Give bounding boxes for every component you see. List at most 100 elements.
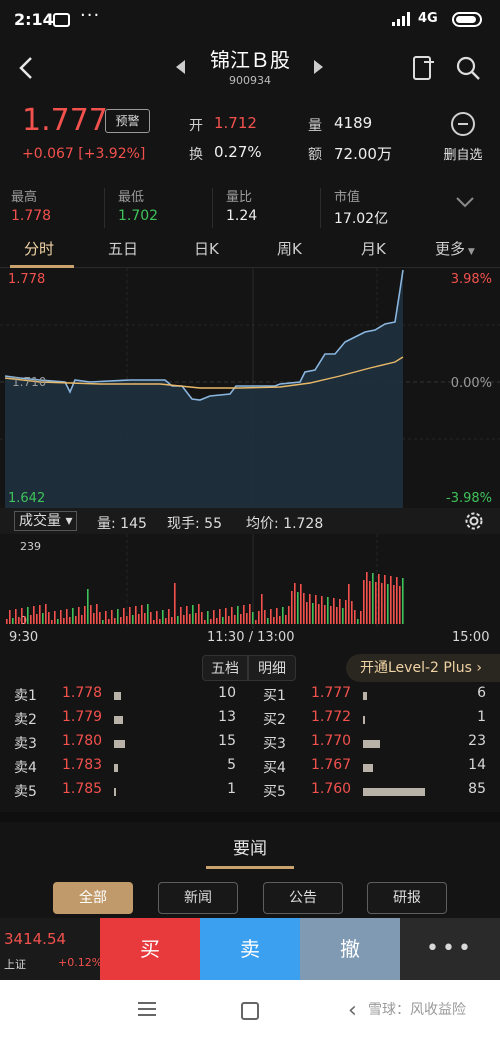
intraday-chart[interactable]: 1.778 1.642 1.710 3.98% 0.00% -3.98% xyxy=(0,268,500,508)
nav-back-icon[interactable]: ‹ xyxy=(348,998,357,1023)
message-icon xyxy=(53,13,70,27)
volume-bar xyxy=(354,610,356,624)
volume-value: 量: 145 xyxy=(97,516,147,532)
filter-research[interactable]: 研报 xyxy=(367,882,447,914)
network-type: 4G xyxy=(418,11,438,26)
sell-label: 卖1 xyxy=(14,688,37,704)
buy-price: 1.767 xyxy=(311,757,352,773)
tab-five-day[interactable]: 五日 xyxy=(108,240,139,258)
volume-bar xyxy=(189,614,191,624)
volume-bar xyxy=(150,612,152,624)
volume-bar xyxy=(291,591,293,624)
volume-bar xyxy=(399,586,401,624)
volume-bar xyxy=(69,617,71,624)
volume-bar xyxy=(105,611,107,624)
volume-bar xyxy=(273,617,275,624)
buy-price: 1.760 xyxy=(311,781,352,797)
filter-all[interactable]: 全部 xyxy=(53,882,133,914)
signal-icon xyxy=(392,12,410,26)
recent-apps-icon[interactable] xyxy=(138,1002,156,1020)
sell-label: 卖2 xyxy=(14,712,37,728)
chart-high-label: 1.778 xyxy=(8,272,45,287)
volume-bar xyxy=(294,583,296,624)
next-stock-icon[interactable] xyxy=(313,60,323,74)
volume-bar xyxy=(111,610,113,624)
search-icon[interactable] xyxy=(454,54,482,82)
volume-label: 量 xyxy=(308,118,322,134)
level2-upgrade-button[interactable]: 开通Level-2 Plus › xyxy=(346,654,500,682)
buy-price: 1.772 xyxy=(311,709,352,725)
status-more: ··· xyxy=(80,5,101,26)
volume-bar xyxy=(21,608,23,624)
volume-bar xyxy=(180,607,182,624)
volume-bar xyxy=(225,608,227,624)
volume-bar xyxy=(174,583,176,624)
sell-price: 1.785 xyxy=(62,781,103,797)
volume-bar xyxy=(165,618,167,624)
buy-label: 买4 xyxy=(263,760,286,776)
avg-price: 均价: 1.728 xyxy=(246,516,324,532)
sell-button[interactable]: 卖 xyxy=(200,918,300,980)
volume-bar xyxy=(18,617,20,624)
more-button[interactable]: ••• xyxy=(400,918,500,980)
tab-weekly-k[interactable]: 周K xyxy=(277,240,302,258)
chevron-down-icon[interactable] xyxy=(455,196,475,208)
buy-volume-bar xyxy=(363,764,373,772)
chart-pct-mid: 0.00% xyxy=(451,376,492,391)
sell-label: 卖3 xyxy=(14,736,37,752)
tab-five-levels[interactable]: 五档 xyxy=(202,655,248,681)
tab-headlines[interactable]: 要闻 xyxy=(233,839,267,859)
sell-volume: 10 xyxy=(218,685,236,701)
volume-bar xyxy=(312,603,314,624)
buy-button[interactable]: 买 xyxy=(100,918,200,980)
volume-bar xyxy=(351,601,353,624)
volume-bar xyxy=(90,605,92,624)
stat-label: 最高 xyxy=(11,190,38,205)
tab-more[interactable]: 更多 ▼ xyxy=(435,240,475,258)
volume-bar xyxy=(321,596,323,624)
system-nav-bar: ‹ 雪球：风收益险 xyxy=(0,980,500,1041)
price-area xyxy=(5,270,403,508)
tab-intraday[interactable]: 分时 xyxy=(24,240,55,258)
stat-label: 量比 xyxy=(226,190,253,205)
volume-bar xyxy=(258,611,260,624)
volume-max-label: 239 xyxy=(20,540,41,553)
filter-news[interactable]: 新闻 xyxy=(158,882,238,914)
home-icon[interactable] xyxy=(241,1002,259,1020)
price-line xyxy=(4,269,404,401)
sell-volume-bar xyxy=(114,740,125,748)
prev-stock-icon[interactable] xyxy=(176,60,186,74)
volume-bar xyxy=(63,618,65,624)
back-icon[interactable] xyxy=(12,52,42,84)
chart-low-label: 1.642 xyxy=(8,491,45,506)
alert-button[interactable]: 预警 xyxy=(105,109,150,133)
volume-bar xyxy=(333,598,335,624)
remove-watchlist-button[interactable]: 删自选 xyxy=(439,112,487,163)
volume-bar xyxy=(384,575,386,624)
indicator-selector[interactable]: 成交量 ▾ xyxy=(14,511,78,531)
stat-label: 最低 xyxy=(118,190,145,205)
volume-bar xyxy=(402,578,404,624)
volume-bar xyxy=(114,618,116,624)
open-value: 1.712 xyxy=(214,114,257,132)
volume-bar xyxy=(264,610,266,624)
tab-monthly-k[interactable]: 月K xyxy=(361,240,386,258)
volume-bar xyxy=(282,607,284,624)
orderbook-tabs: 五档 明细 开通Level-2 Plus › xyxy=(0,652,500,682)
device-icon[interactable] xyxy=(410,54,438,82)
index-ticker[interactable]: 3414.54 上证 +0.12% xyxy=(0,918,103,980)
volume-bar xyxy=(210,619,212,624)
chart-pct-low: -3.98% xyxy=(446,491,492,506)
volume-bar xyxy=(336,607,338,624)
minus-circle-icon xyxy=(451,112,475,136)
volume-bar xyxy=(96,604,98,624)
volume-bar xyxy=(198,604,200,624)
cancel-order-button[interactable]: 撤 xyxy=(300,918,400,980)
settings-gear-icon[interactable] xyxy=(463,510,485,532)
buy-price: 1.777 xyxy=(311,685,352,701)
tab-trade-detail[interactable]: 明细 xyxy=(248,655,296,681)
volume-bar xyxy=(99,612,101,624)
filter-announcements[interactable]: 公告 xyxy=(263,882,343,914)
index-pct: +0.12% xyxy=(58,956,103,969)
tab-daily-k[interactable]: 日K xyxy=(194,240,219,258)
